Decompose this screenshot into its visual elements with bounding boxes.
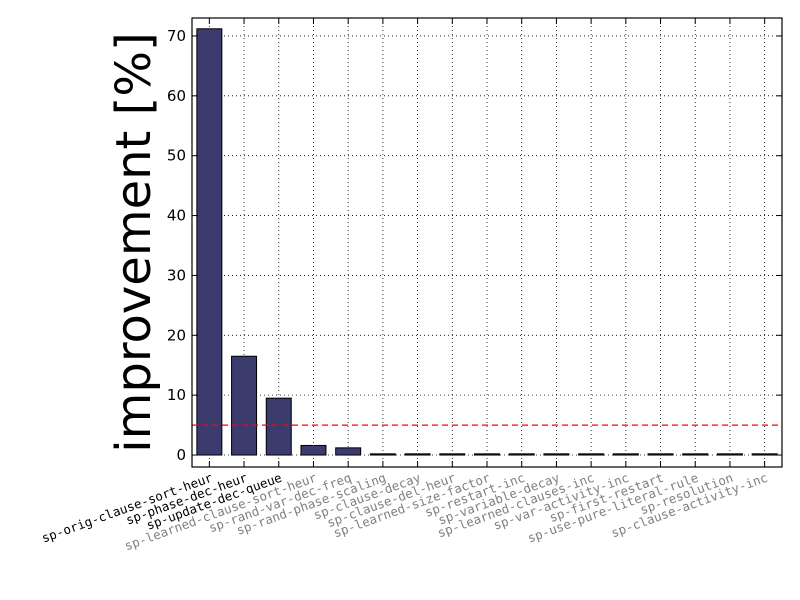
bar-sp-learned-clause-sort-heur (300, 444, 327, 456)
bar-sp-rand-var-dec-freq (335, 447, 362, 456)
bar-sp-rand-phase-scaling (369, 453, 396, 456)
y-axis-label: improvement [%] (106, 32, 162, 452)
bar-sp-variable-decay (543, 453, 570, 456)
y-tick-label: 50 (167, 147, 186, 165)
grid-layer (192, 18, 782, 467)
bar-sp-update-dec-queue (265, 397, 292, 456)
y-tick-label: 30 (167, 266, 186, 284)
bar-sp-learned-clauses-inc (578, 453, 605, 456)
bar-sp-clause-activity-inc (751, 453, 778, 456)
bar-sp-use-pure-literal-rule (682, 453, 709, 456)
bar-sp-orig-clause-sort-heur (196, 28, 223, 456)
y-tick-label: 60 (167, 87, 186, 105)
bar-sp-clause-decay (404, 453, 431, 456)
bar-sp-restart-inc (508, 453, 535, 456)
bar-sp-phase-dec-heur (231, 355, 258, 456)
bar-sp-resolution (716, 453, 743, 456)
bar-sp-var-activity-inc (612, 453, 639, 456)
bar-sp-learned-size-factor (474, 453, 500, 456)
y-tick-label: 20 (167, 326, 186, 344)
y-tick-label: 70 (167, 27, 186, 45)
y-tick-label: 0 (176, 446, 186, 464)
bar-sp-clause-del-heur (439, 453, 466, 456)
y-tick-label: 40 (167, 207, 186, 225)
bars-layer (196, 28, 778, 456)
y-axis-ticks: 0 10 20 30 40 50 60 70 (167, 27, 782, 464)
bar-sp-first-restart (647, 453, 674, 456)
y-tick-label: 10 (167, 386, 186, 404)
